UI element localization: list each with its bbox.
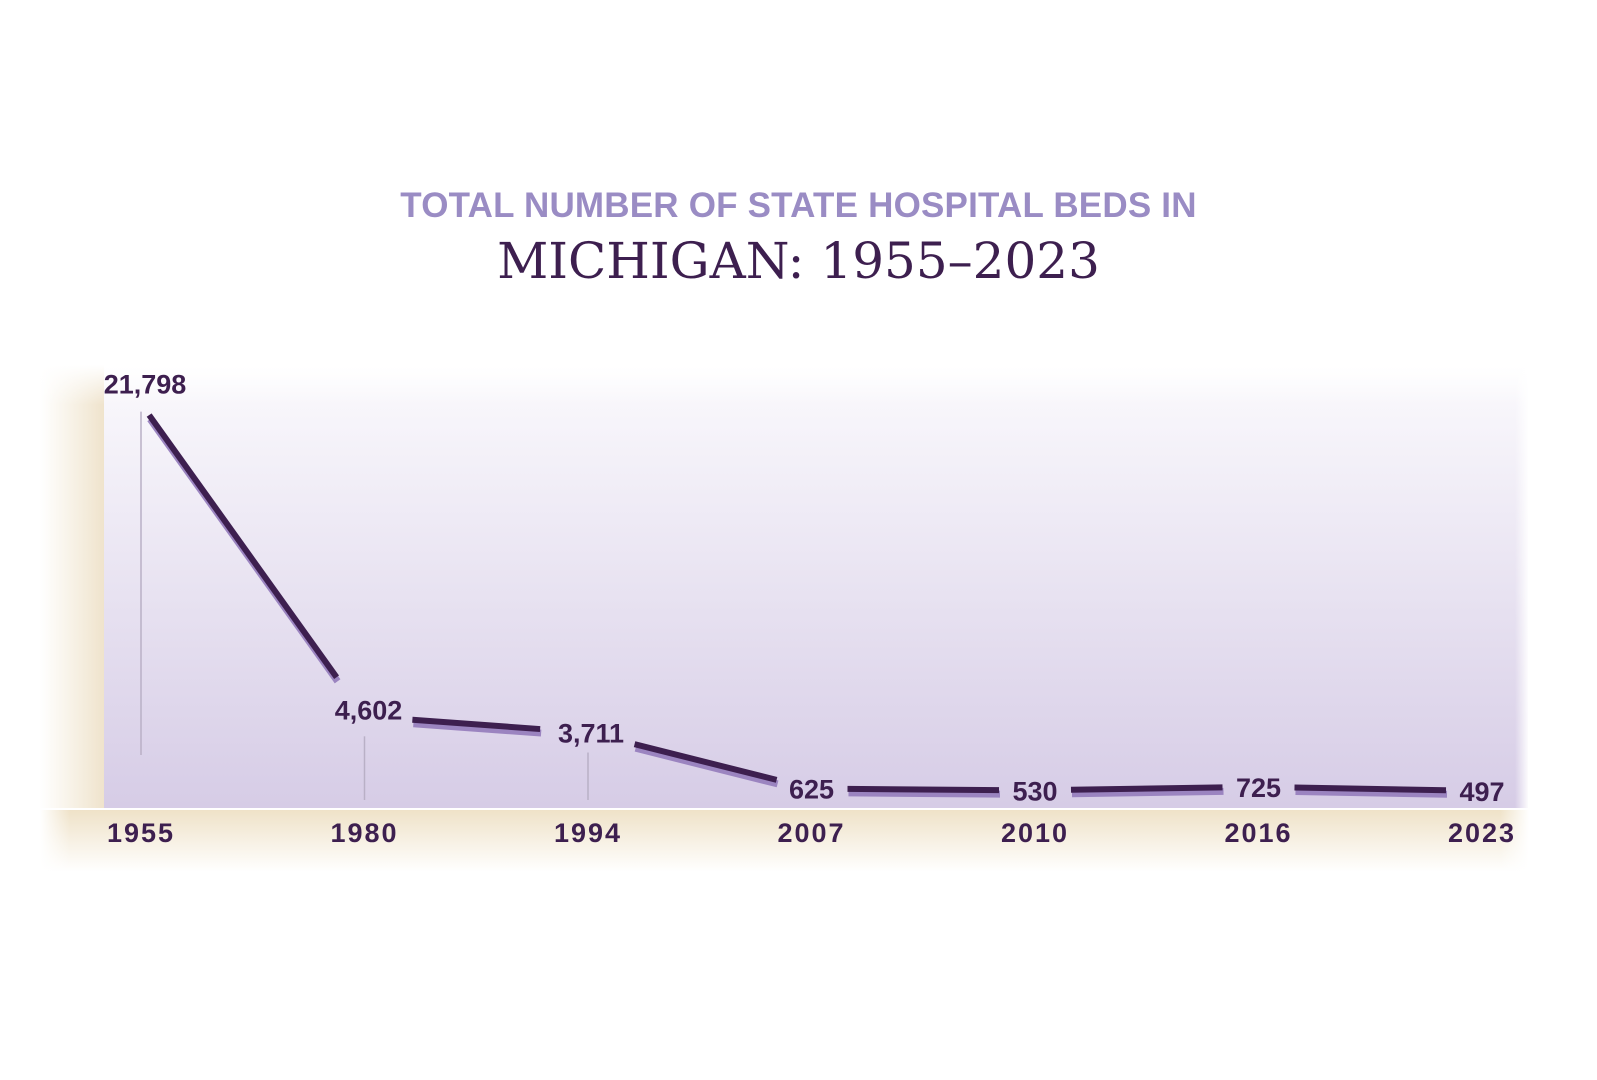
axis-band-right-fade	[1500, 810, 1529, 872]
plot-left-margin	[40, 365, 104, 808]
data-label: 21,798	[104, 370, 187, 400]
data-series	[146, 413, 1448, 798]
plot-top-fade	[40, 365, 1528, 405]
data-label: 530	[1012, 776, 1057, 806]
x-tick-label: 2007	[777, 818, 845, 848]
x-tick-label: 2010	[1001, 818, 1069, 848]
data-labels: 21,798 4,602 3,711 625 530 725 497	[104, 370, 1505, 807]
x-tick-label: 1955	[107, 818, 175, 848]
series-segment	[146, 413, 340, 680]
series-segment	[633, 741, 778, 783]
data-label: 497	[1459, 777, 1504, 807]
x-tick-labels: 1955 1980 1994 2007 2010 2016 2023	[107, 818, 1516, 848]
series-segment-shadow	[848, 789, 1001, 798]
x-tick-label: 2016	[1224, 818, 1292, 848]
series-segment	[1070, 784, 1223, 793]
axis-band	[40, 810, 1529, 872]
chart-title: MICHIGAN: 1955–2023	[497, 232, 1100, 290]
series-segment-shadow	[1295, 787, 1448, 798]
plot-right-fade	[1515, 365, 1529, 808]
series-segment	[412, 716, 541, 733]
series-segment	[1294, 784, 1447, 794]
chart-subtitle: TOTAL NUMBER OF STATE HOSPITAL BEDS IN	[400, 186, 1197, 225]
data-label: 4,602	[335, 695, 403, 725]
series-segment-shadow	[413, 720, 542, 737]
leader-lines	[140, 411, 589, 800]
data-label: 3,711	[558, 719, 624, 749]
x-tick-label: 1980	[330, 818, 398, 848]
data-label: 625	[789, 775, 834, 805]
series-segment-shadow	[1071, 787, 1224, 798]
x-tick-label: 1994	[554, 818, 622, 848]
series-segment-shadow	[634, 744, 779, 788]
series-segment	[847, 785, 1000, 794]
x-tick-label: 2023	[1448, 818, 1516, 848]
plot-area	[104, 365, 1528, 808]
plot-background	[40, 365, 1529, 872]
axis-band-left-fade	[40, 810, 70, 872]
data-label: 725	[1236, 773, 1281, 803]
